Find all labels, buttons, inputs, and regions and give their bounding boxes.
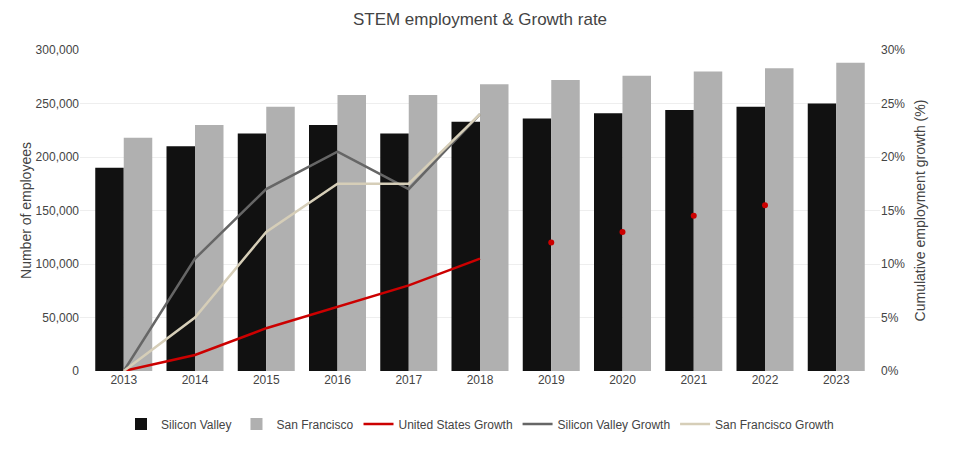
svg-text:Number of employees: Number of employees (18, 142, 34, 279)
svg-text:0%: 0% (881, 364, 899, 378)
svg-text:20%: 20% (881, 150, 905, 164)
svg-text:United States Growth: United States Growth (399, 418, 513, 432)
svg-text:2014: 2014 (182, 373, 209, 387)
svg-text:50,000: 50,000 (42, 311, 79, 325)
svg-text:2021: 2021 (680, 373, 707, 387)
svg-text:10%: 10% (881, 257, 905, 271)
svg-text:2019: 2019 (538, 373, 565, 387)
svg-text:Cumulative employment growth (: Cumulative employment growth (%) (912, 100, 928, 322)
svg-text:30%: 30% (881, 43, 905, 57)
svg-text:0: 0 (72, 364, 79, 378)
svg-text:2020: 2020 (609, 373, 636, 387)
svg-text:Silicon Valley: Silicon Valley (161, 418, 231, 432)
svg-text:2022: 2022 (752, 373, 779, 387)
svg-text:San Francisco: San Francisco (276, 418, 353, 432)
svg-text:300,000: 300,000 (36, 43, 80, 57)
svg-text:San Francisco Growth: San Francisco Growth (715, 418, 834, 432)
svg-text:15%: 15% (881, 204, 905, 218)
svg-text:2016: 2016 (324, 373, 351, 387)
svg-text:Silicon Valley Growth: Silicon Valley Growth (558, 418, 671, 432)
svg-text:2018: 2018 (467, 373, 494, 387)
svg-text:2017: 2017 (395, 373, 422, 387)
svg-text:STEM employment & Growth rate: STEM employment & Growth rate (353, 10, 607, 29)
svg-text:2013: 2013 (110, 373, 137, 387)
svg-text:100,000: 100,000 (36, 257, 80, 271)
svg-text:2023: 2023 (823, 373, 850, 387)
svg-text:5%: 5% (881, 311, 899, 325)
svg-text:25%: 25% (881, 97, 905, 111)
svg-text:2015: 2015 (253, 373, 280, 387)
svg-text:150,000: 150,000 (36, 204, 80, 218)
svg-text:250,000: 250,000 (36, 97, 80, 111)
svg-text:200,000: 200,000 (36, 150, 80, 164)
